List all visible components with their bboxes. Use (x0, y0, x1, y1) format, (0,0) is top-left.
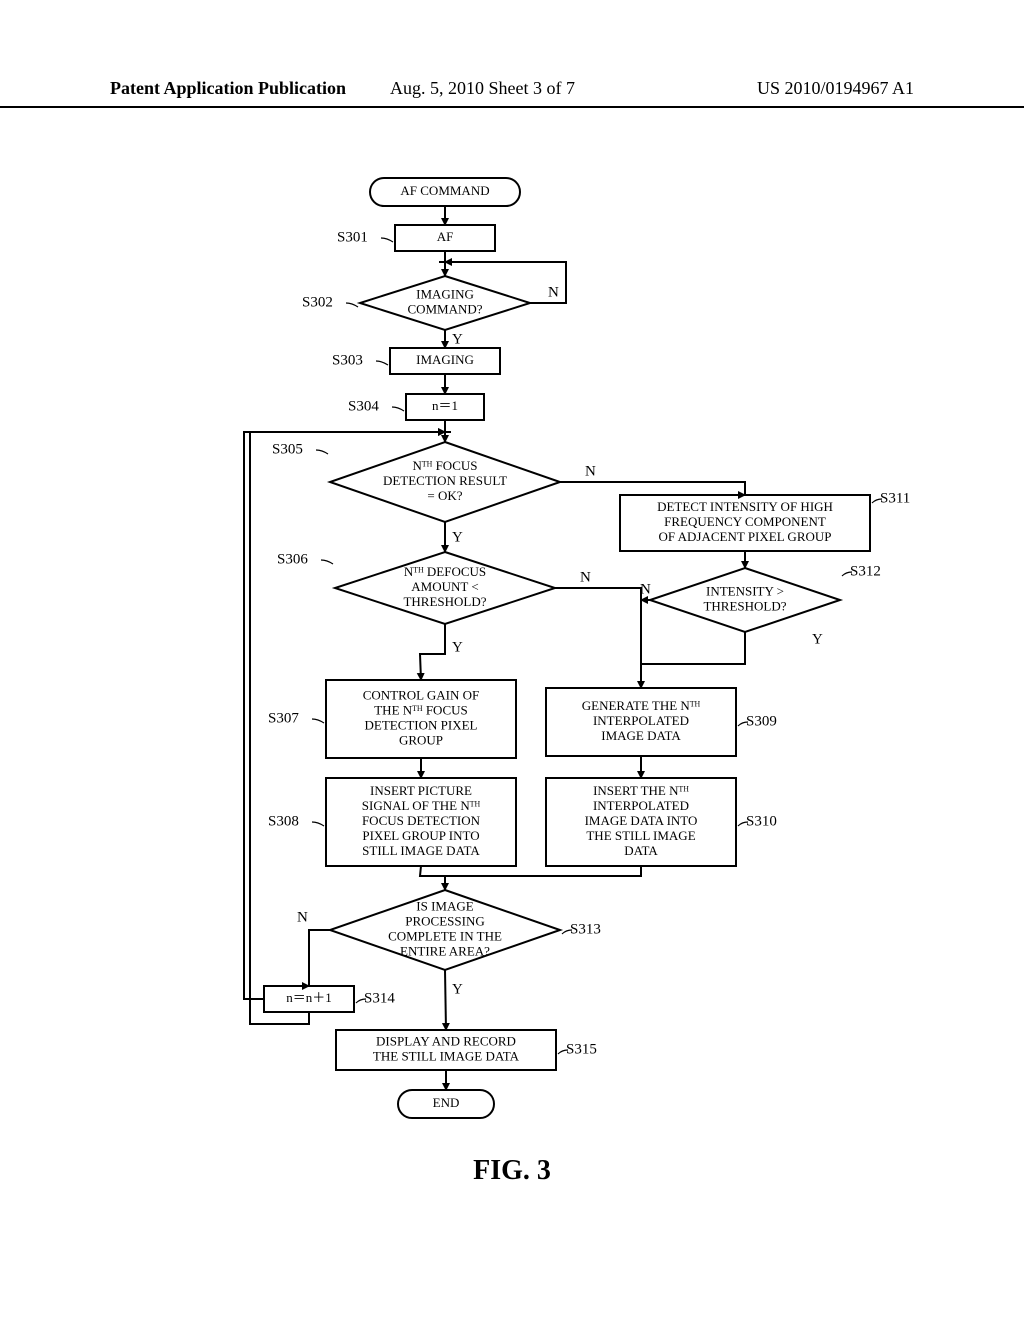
svg-text:THE STILL IMAGE DATA: THE STILL IMAGE DATA (373, 1048, 520, 1063)
svg-text:DETECT INTENSITY OF HIGH: DETECT INTENSITY OF HIGH (657, 499, 833, 514)
svg-text:S307: S307 (268, 710, 299, 726)
svg-text:S310: S310 (746, 813, 777, 829)
svg-text:n＝n＋1: n＝n＋1 (286, 990, 332, 1005)
svg-text:DATA: DATA (624, 843, 658, 858)
svg-text:THRESHOLD?: THRESHOLD? (403, 594, 486, 609)
svg-text:ENTIRE AREA?: ENTIRE AREA? (400, 943, 490, 958)
svg-text:FOCUS DETECTION: FOCUS DETECTION (362, 813, 481, 828)
svg-text:N: N (297, 909, 308, 925)
svg-text:IMAGING: IMAGING (416, 352, 474, 367)
svg-text:S306: S306 (277, 551, 308, 567)
svg-text:AF: AF (437, 229, 454, 244)
flowchart-svg: AF COMMANDAFS301IMAGINGCOMMAND?S302IMAGI… (0, 0, 1024, 1320)
svg-text:Y: Y (812, 631, 823, 647)
svg-text:Y: Y (452, 529, 463, 545)
svg-text:S302: S302 (302, 294, 333, 310)
svg-text:GROUP: GROUP (399, 732, 443, 747)
svg-text:S312: S312 (850, 563, 881, 579)
svg-text:COMPLETE IN THE: COMPLETE IN THE (388, 928, 502, 943)
svg-text:Y: Y (452, 639, 463, 655)
svg-text:PROCESSING: PROCESSING (405, 913, 484, 928)
svg-text:= OK?: = OK? (427, 488, 462, 503)
svg-text:Y: Y (452, 331, 463, 347)
svg-text:S313: S313 (570, 921, 601, 937)
svg-text:S315: S315 (566, 1041, 597, 1057)
svg-text:INSERT PICTURE: INSERT PICTURE (370, 783, 472, 798)
svg-text:END: END (433, 1095, 460, 1110)
svg-text:INTERPOLATED: INTERPOLATED (593, 798, 689, 813)
svg-text:IS IMAGE: IS IMAGE (416, 898, 473, 913)
svg-text:DISPLAY AND RECORD: DISPLAY AND RECORD (376, 1033, 516, 1048)
svg-text:STILL IMAGE DATA: STILL IMAGE DATA (362, 843, 480, 858)
svg-text:INSERT THE Nᵀᴴ: INSERT THE Nᵀᴴ (593, 783, 689, 798)
svg-text:GENERATE THE Nᵀᴴ: GENERATE THE Nᵀᴴ (582, 698, 701, 713)
svg-text:S303: S303 (332, 352, 363, 368)
svg-text:IMAGE DATA: IMAGE DATA (601, 728, 681, 743)
svg-text:THRESHOLD?: THRESHOLD? (703, 598, 786, 613)
svg-text:N: N (585, 463, 596, 479)
svg-text:IMAGE DATA INTO: IMAGE DATA INTO (585, 813, 698, 828)
svg-text:S301: S301 (337, 229, 368, 245)
svg-text:Nᵀᴴ FOCUS: Nᵀᴴ FOCUS (413, 458, 478, 473)
svg-text:N: N (580, 569, 591, 585)
svg-text:S314: S314 (364, 990, 395, 1006)
svg-text:THE STILL IMAGE: THE STILL IMAGE (586, 828, 695, 843)
svg-text:DETECTION RESULT: DETECTION RESULT (383, 473, 507, 488)
svg-text:FREQUENCY COMPONENT: FREQUENCY COMPONENT (664, 514, 826, 529)
svg-text:S304: S304 (348, 398, 379, 414)
svg-text:S308: S308 (268, 813, 299, 829)
svg-text:AMOUNT <: AMOUNT < (411, 579, 478, 594)
svg-text:S305: S305 (272, 441, 303, 457)
svg-text:AF COMMAND: AF COMMAND (400, 183, 489, 198)
svg-text:DETECTION PIXEL: DETECTION PIXEL (364, 717, 477, 732)
svg-text:INTERPOLATED: INTERPOLATED (593, 713, 689, 728)
svg-text:INTENSITY >: INTENSITY > (706, 583, 784, 598)
svg-text:Y: Y (452, 981, 463, 997)
svg-text:PIXEL GROUP INTO: PIXEL GROUP INTO (362, 828, 479, 843)
svg-text:N: N (640, 581, 651, 597)
svg-text:Nᵀᴴ DEFOCUS: Nᵀᴴ DEFOCUS (404, 564, 486, 579)
svg-text:THE Nᵀᴴ FOCUS: THE Nᵀᴴ FOCUS (374, 702, 468, 717)
svg-text:S309: S309 (746, 713, 777, 729)
svg-text:IMAGING: IMAGING (416, 286, 474, 301)
svg-text:SIGNAL OF THE Nᵀᴴ: SIGNAL OF THE Nᵀᴴ (362, 798, 481, 813)
svg-text:N: N (548, 284, 559, 300)
svg-text:CONTROL GAIN OF: CONTROL GAIN OF (363, 687, 480, 702)
figure-caption: FIG. 3 (0, 1155, 1024, 1187)
svg-text:n＝1: n＝1 (432, 398, 458, 413)
svg-text:S311: S311 (880, 490, 910, 506)
svg-text:COMMAND?: COMMAND? (407, 301, 482, 316)
svg-text:OF ADJACENT PIXEL GROUP: OF ADJACENT PIXEL GROUP (659, 529, 832, 544)
